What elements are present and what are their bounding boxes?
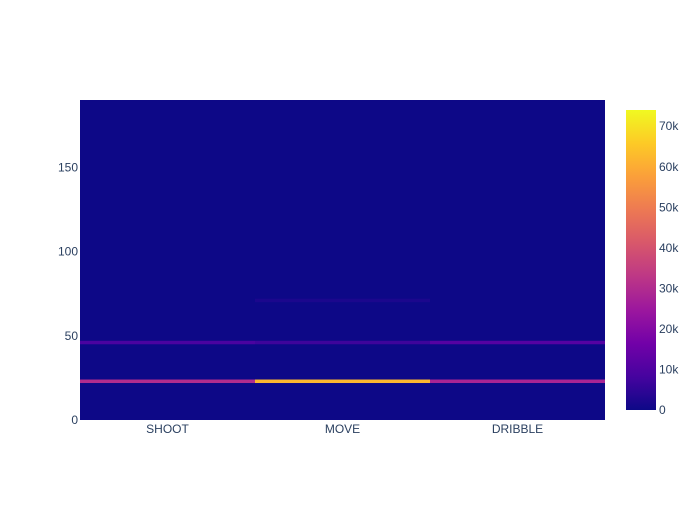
colorbar: 0 10k 20k 30k 40k 50k 60k 70k	[626, 110, 679, 417]
heatmap-cell	[80, 379, 255, 384]
colorbar-tick-label: 0	[659, 403, 666, 417]
y-tick-label: 50	[65, 329, 79, 343]
y-tick-label: 150	[58, 160, 78, 174]
y-axis: 0 50 100 150	[58, 160, 78, 427]
plot-area	[80, 100, 605, 420]
heatmap-column-dribble	[430, 100, 605, 420]
colorbar-tick-label: 70k	[659, 119, 679, 133]
colorbar-tick-label: 40k	[659, 241, 679, 255]
y-tick-label: 100	[58, 245, 78, 259]
x-tick-label: MOVE	[325, 422, 360, 436]
x-axis: SHOOT MOVE DRIBBLE	[146, 422, 543, 436]
colorbar-tick-label: 60k	[659, 160, 679, 174]
x-tick-label: SHOOT	[146, 422, 189, 436]
colorbar-tick-label: 30k	[659, 281, 679, 295]
colorbar-tick-label: 10k	[659, 362, 679, 376]
colorbar-tick-label: 20k	[659, 322, 679, 336]
heatmap-cell	[255, 340, 430, 345]
heatmap-cell	[430, 379, 605, 384]
heatmap-column-move	[255, 100, 430, 420]
colorbar-tick-label: 50k	[659, 200, 679, 214]
heatmap-cell	[430, 340, 605, 345]
heatmap-cell	[255, 379, 430, 384]
heatmap-column-shoot	[80, 100, 255, 420]
heatmap-cell	[255, 298, 430, 303]
y-tick-label: 0	[71, 413, 78, 427]
heatmap-cell	[80, 340, 255, 345]
x-tick-label: DRIBBLE	[492, 422, 543, 436]
colorbar-gradient	[626, 110, 656, 410]
